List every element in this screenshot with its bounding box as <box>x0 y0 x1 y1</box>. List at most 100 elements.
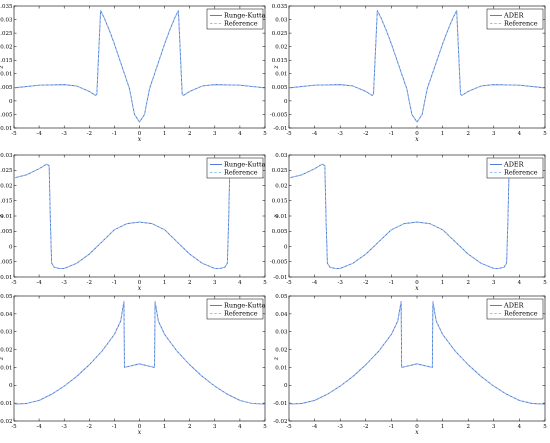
x-tick-label: 4 <box>238 424 242 430</box>
x-tick-label: 5 <box>543 424 547 430</box>
x-tick-label: 4 <box>518 280 522 286</box>
y-tick-label: 0.015 <box>272 58 288 64</box>
legend-label: Reference <box>224 169 258 177</box>
legend-label: Reference <box>224 20 258 28</box>
y-tick-label: 0.035 <box>0 4 13 10</box>
x-tick-label: -5 <box>286 424 292 430</box>
y-axis-label: z <box>0 356 5 361</box>
y-tick-label: 0.03 <box>0 17 13 23</box>
series-line-reference <box>288 163 546 269</box>
y-tick-label: 0.02 <box>0 45 12 51</box>
legend-label: Reference <box>504 169 538 177</box>
x-tick-label: 3 <box>492 131 496 137</box>
legend-label: Runge-Kutta <box>224 12 266 20</box>
x-tick-label: 1 <box>163 424 167 430</box>
x-axis-label: x <box>415 429 419 436</box>
legend-label: ADER <box>503 302 525 310</box>
x-tick-label: -3 <box>62 280 68 286</box>
series-line-reference <box>13 163 266 269</box>
y-tick-label: -0.02 <box>273 419 287 425</box>
y-tick-label: 0.02 <box>0 183 12 189</box>
y-tick-label: 0.025 <box>0 168 13 174</box>
y-tick-label: 0 <box>284 99 288 105</box>
series-line-reference <box>13 300 266 405</box>
legend-label: Reference <box>504 20 538 28</box>
x-tick-label: -4 <box>36 424 42 430</box>
x-tick-label: 0 <box>415 280 419 286</box>
y-axis-label: z <box>273 214 280 219</box>
x-tick-label: 0 <box>138 131 142 137</box>
x-tick-label: 2 <box>466 131 470 137</box>
legend-label: Reference <box>504 310 538 318</box>
y-tick-label: 0.03 <box>275 153 288 159</box>
x-axis-label: x <box>415 285 419 292</box>
y-tick-label: -0.005 <box>270 260 288 266</box>
y-tick-label: 0 <box>9 244 13 250</box>
x-tick-label: -4 <box>312 424 318 430</box>
series-line-reference <box>288 300 546 405</box>
x-tick-label: -1 <box>112 424 117 430</box>
legend-label: Runge-Kutta <box>224 161 266 169</box>
y-tick-label: 0.03 <box>0 330 13 336</box>
legend-box <box>486 157 544 179</box>
x-tick-label: 5 <box>543 131 547 137</box>
y-tick-label: 0.03 <box>275 330 288 336</box>
legend-box <box>206 298 264 320</box>
y-tick-label: 0 <box>284 383 288 389</box>
chart-panel-2: -5 -4 -3 -2 -1 0 1 2 3 4 5 -0.01 -0.005 0 0.005 0.01 0.0… <box>270 4 547 143</box>
x-tick-label: -2 <box>363 424 368 430</box>
y-tick-label: -0.005 <box>0 112 13 118</box>
y-tick-label: 0.005 <box>272 85 288 91</box>
x-tick-label: 3 <box>492 424 496 430</box>
y-tick-label: 0.01 <box>275 72 287 78</box>
x-tick-label: 2 <box>188 280 192 286</box>
y-tick-label: 0.015 <box>0 58 13 64</box>
y-axis-label: z <box>273 65 280 70</box>
x-tick-label: -2 <box>87 424 92 430</box>
x-tick-label: -1 <box>389 280 394 286</box>
x-tick-label: 4 <box>518 131 522 137</box>
x-tick-label: -3 <box>62 424 68 430</box>
x-tick-label: 5 <box>543 280 547 286</box>
y-tick-label: -0.01 <box>273 126 287 132</box>
x-tick-label: -1 <box>112 280 117 286</box>
x-tick-label: -4 <box>36 280 42 286</box>
y-tick-label: -0.01 <box>0 275 13 281</box>
x-tick-label: 2 <box>188 424 192 430</box>
y-tick-label: 0.015 <box>0 199 13 205</box>
y-axis-label: z <box>0 65 5 70</box>
x-axis-label: x <box>138 136 142 143</box>
y-tick-label: 0.04 <box>0 312 13 318</box>
x-tick-label: -5 <box>11 131 17 137</box>
y-tick-label: -0.01 <box>0 401 13 407</box>
x-tick-label: 0 <box>415 131 419 137</box>
x-tick-label: -2 <box>87 131 92 137</box>
x-tick-label: 4 <box>238 131 242 137</box>
x-tick-label: 2 <box>466 424 470 430</box>
legend-box <box>206 8 264 30</box>
x-tick-label: 4 <box>238 280 242 286</box>
x-tick-label: 3 <box>213 280 217 286</box>
y-tick-label: 0.01 <box>275 365 287 371</box>
x-tick-label: -2 <box>87 280 92 286</box>
y-tick-label: 0.02 <box>275 45 287 51</box>
x-tick-label: 0 <box>138 424 142 430</box>
chart-panel-1: -5 -4 -3 -2 -1 0 1 2 3 4 5 -0.01 -0.005 0 0.005 0.01 0.0… <box>0 4 267 143</box>
x-tick-label: 1 <box>441 424 445 430</box>
x-tick-label: 5 <box>263 280 267 286</box>
x-tick-label: 2 <box>466 280 470 286</box>
y-tick-label: 0.015 <box>272 199 288 205</box>
y-tick-label: -0.01 <box>0 126 13 132</box>
series-line-reference <box>13 10 266 123</box>
y-tick-label: -0.005 <box>0 260 13 266</box>
x-tick-label: 3 <box>492 280 496 286</box>
chart-panel-5: -5 -4 -3 -2 -1 0 1 2 3 4 5 -0.02 -0.01 0 0.01 0.02 0.03 0… <box>0 294 267 436</box>
y-tick-label: 0.025 <box>272 168 288 174</box>
x-tick-label: 1 <box>441 131 445 137</box>
y-tick-label: 0.01 <box>275 214 287 220</box>
x-tick-label: -2 <box>363 280 368 286</box>
x-tick-label: -1 <box>389 131 394 137</box>
y-tick-label: 0.025 <box>0 31 13 37</box>
legend-box <box>486 298 544 320</box>
y-tick-label: 0 <box>284 244 288 250</box>
